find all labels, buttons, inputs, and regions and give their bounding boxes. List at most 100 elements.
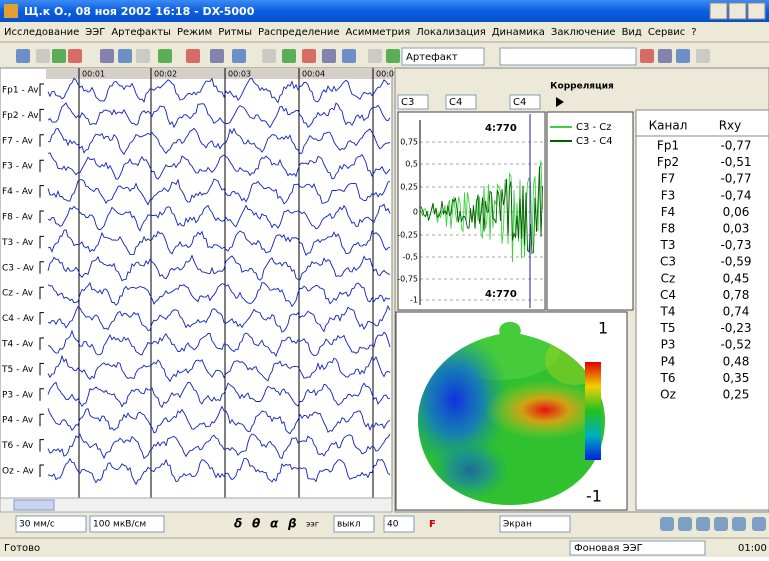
window-controls[interactable] — [709, 2, 766, 20]
channel-label: P4 - Av — [2, 416, 34, 426]
tool-button[interactable] — [342, 49, 356, 63]
channel-cell: P4 — [661, 354, 676, 368]
map-button[interactable] — [714, 517, 728, 531]
menu-item[interactable]: ЭЭГ — [85, 27, 105, 38]
map-button[interactable] — [752, 517, 766, 531]
tool-button[interactable] — [696, 49, 710, 63]
status-text: Готово — [4, 543, 40, 554]
menu-item[interactable]: Локализация — [416, 27, 485, 38]
f-button[interactable]: F — [429, 519, 436, 530]
channel-select[interactable] — [509, 94, 541, 110]
eeg-trace — [47, 229, 391, 257]
rhythm-button[interactable]: δ — [234, 517, 242, 531]
eeg-trace — [47, 457, 391, 486]
tool-button[interactable] — [186, 49, 200, 63]
legend-entry: C3 - C4 — [576, 136, 613, 147]
tool-button[interactable] — [640, 49, 654, 63]
tool-button[interactable] — [262, 49, 276, 63]
calibration — [39, 413, 44, 427]
rhythm-button[interactable]: α — [270, 517, 279, 531]
window-title: Щ.к О., 08 ноя 2002 16:18 - DX-5000 — [24, 5, 255, 18]
channel-cell: F3 — [661, 188, 676, 202]
eeg-button[interactable]: ээг — [306, 520, 319, 529]
menu-item[interactable]: Распределение — [258, 27, 340, 38]
rxy-cell: -0,77 — [720, 172, 751, 186]
play-button[interactable] — [556, 97, 564, 107]
bottom-toolbar: 30 мм/с 100 мкВ/см δ θ α β ээг выкл 40 F Экран — [15, 515, 766, 533]
correlation-title: Корреляция — [550, 82, 614, 92]
color-scale — [585, 362, 601, 460]
tool-button[interactable] — [36, 49, 50, 63]
tool-button[interactable] — [118, 49, 132, 63]
tool-button[interactable] — [68, 49, 82, 63]
map-button[interactable] — [678, 517, 692, 531]
y-tick-label: -1 — [410, 296, 418, 305]
value-select[interactable] — [383, 515, 415, 533]
y-tick-label: 0 — [413, 208, 418, 217]
channel-select[interactable] — [445, 94, 477, 110]
mode-label: Фоновая ЭЭГ — [574, 543, 643, 554]
calibration — [39, 286, 44, 300]
legend — [546, 111, 634, 311]
rxy-cell: 0,74 — [723, 305, 750, 319]
tool-button[interactable] — [676, 49, 690, 63]
menu-item[interactable]: Асимметрия — [345, 27, 410, 38]
rxy-cell: -0,73 — [720, 238, 751, 252]
tool-button[interactable] — [368, 49, 382, 63]
menu-item[interactable]: Артефакты — [111, 27, 171, 38]
calibration — [39, 261, 44, 274]
channel-label: Cz - Av — [2, 289, 34, 299]
time-mark: 00:0 — [376, 70, 394, 79]
channel-select[interactable] — [397, 94, 429, 110]
tool-button[interactable] — [282, 49, 296, 63]
tool-button[interactable] — [52, 49, 66, 63]
menu-item[interactable]: Динамика — [492, 27, 545, 38]
eeg-trace — [47, 282, 391, 308]
eeg-panel — [0, 67, 393, 499]
calibration — [39, 362, 44, 376]
channel-cell: Fp2 — [657, 155, 679, 169]
calibration — [39, 210, 44, 223]
tool-button[interactable] — [386, 49, 400, 63]
time-mark: 00:04 — [302, 70, 325, 79]
scroll-thumb[interactable] — [13, 499, 55, 511]
filter-select[interactable] — [333, 515, 375, 533]
tool-button[interactable] — [658, 49, 672, 63]
menu-item[interactable]: Исследование — [4, 27, 79, 38]
artifact-select[interactable] — [401, 47, 485, 66]
speed-select[interactable] — [15, 515, 87, 533]
channel-label: F4 - Av — [2, 187, 34, 197]
map-button[interactable] — [660, 517, 674, 531]
rhythm-button[interactable]: θ — [252, 517, 260, 531]
correlation-trace — [420, 166, 543, 254]
menu-item[interactable]: Заключение — [551, 27, 616, 38]
tool-button[interactable] — [136, 49, 150, 63]
map-button[interactable] — [696, 517, 710, 531]
menu-item[interactable]: ? — [691, 27, 696, 38]
tool-button[interactable] — [16, 49, 30, 63]
rhythm-button[interactable]: β — [287, 517, 297, 531]
map-button[interactable] — [732, 517, 746, 531]
sensitivity-select[interactable] — [89, 515, 165, 533]
tool-button[interactable] — [322, 49, 336, 63]
tool-button[interactable] — [158, 49, 172, 63]
menu-item[interactable]: Ритмы — [218, 27, 252, 38]
mode-select[interactable] — [569, 540, 706, 556]
calibration — [39, 83, 44, 96]
calibration — [39, 464, 44, 477]
tool-button[interactable] — [100, 49, 114, 63]
screen-select[interactable] — [499, 515, 571, 533]
calibration — [39, 159, 44, 173]
tool-button[interactable] — [232, 49, 246, 63]
menu-item[interactable]: Режим — [177, 27, 212, 38]
tool-button[interactable] — [302, 49, 316, 63]
tool-button[interactable] — [210, 49, 224, 63]
value-select-label: 40 — [387, 520, 399, 530]
h-scrollbar[interactable] — [0, 497, 393, 513]
channel-label: Fp1 - Av — [2, 86, 39, 96]
eeg-trace — [47, 203, 391, 232]
empty-select[interactable] — [499, 47, 637, 66]
menu-item[interactable]: Сервис — [648, 27, 685, 38]
menu-item[interactable]: Вид — [622, 27, 642, 38]
